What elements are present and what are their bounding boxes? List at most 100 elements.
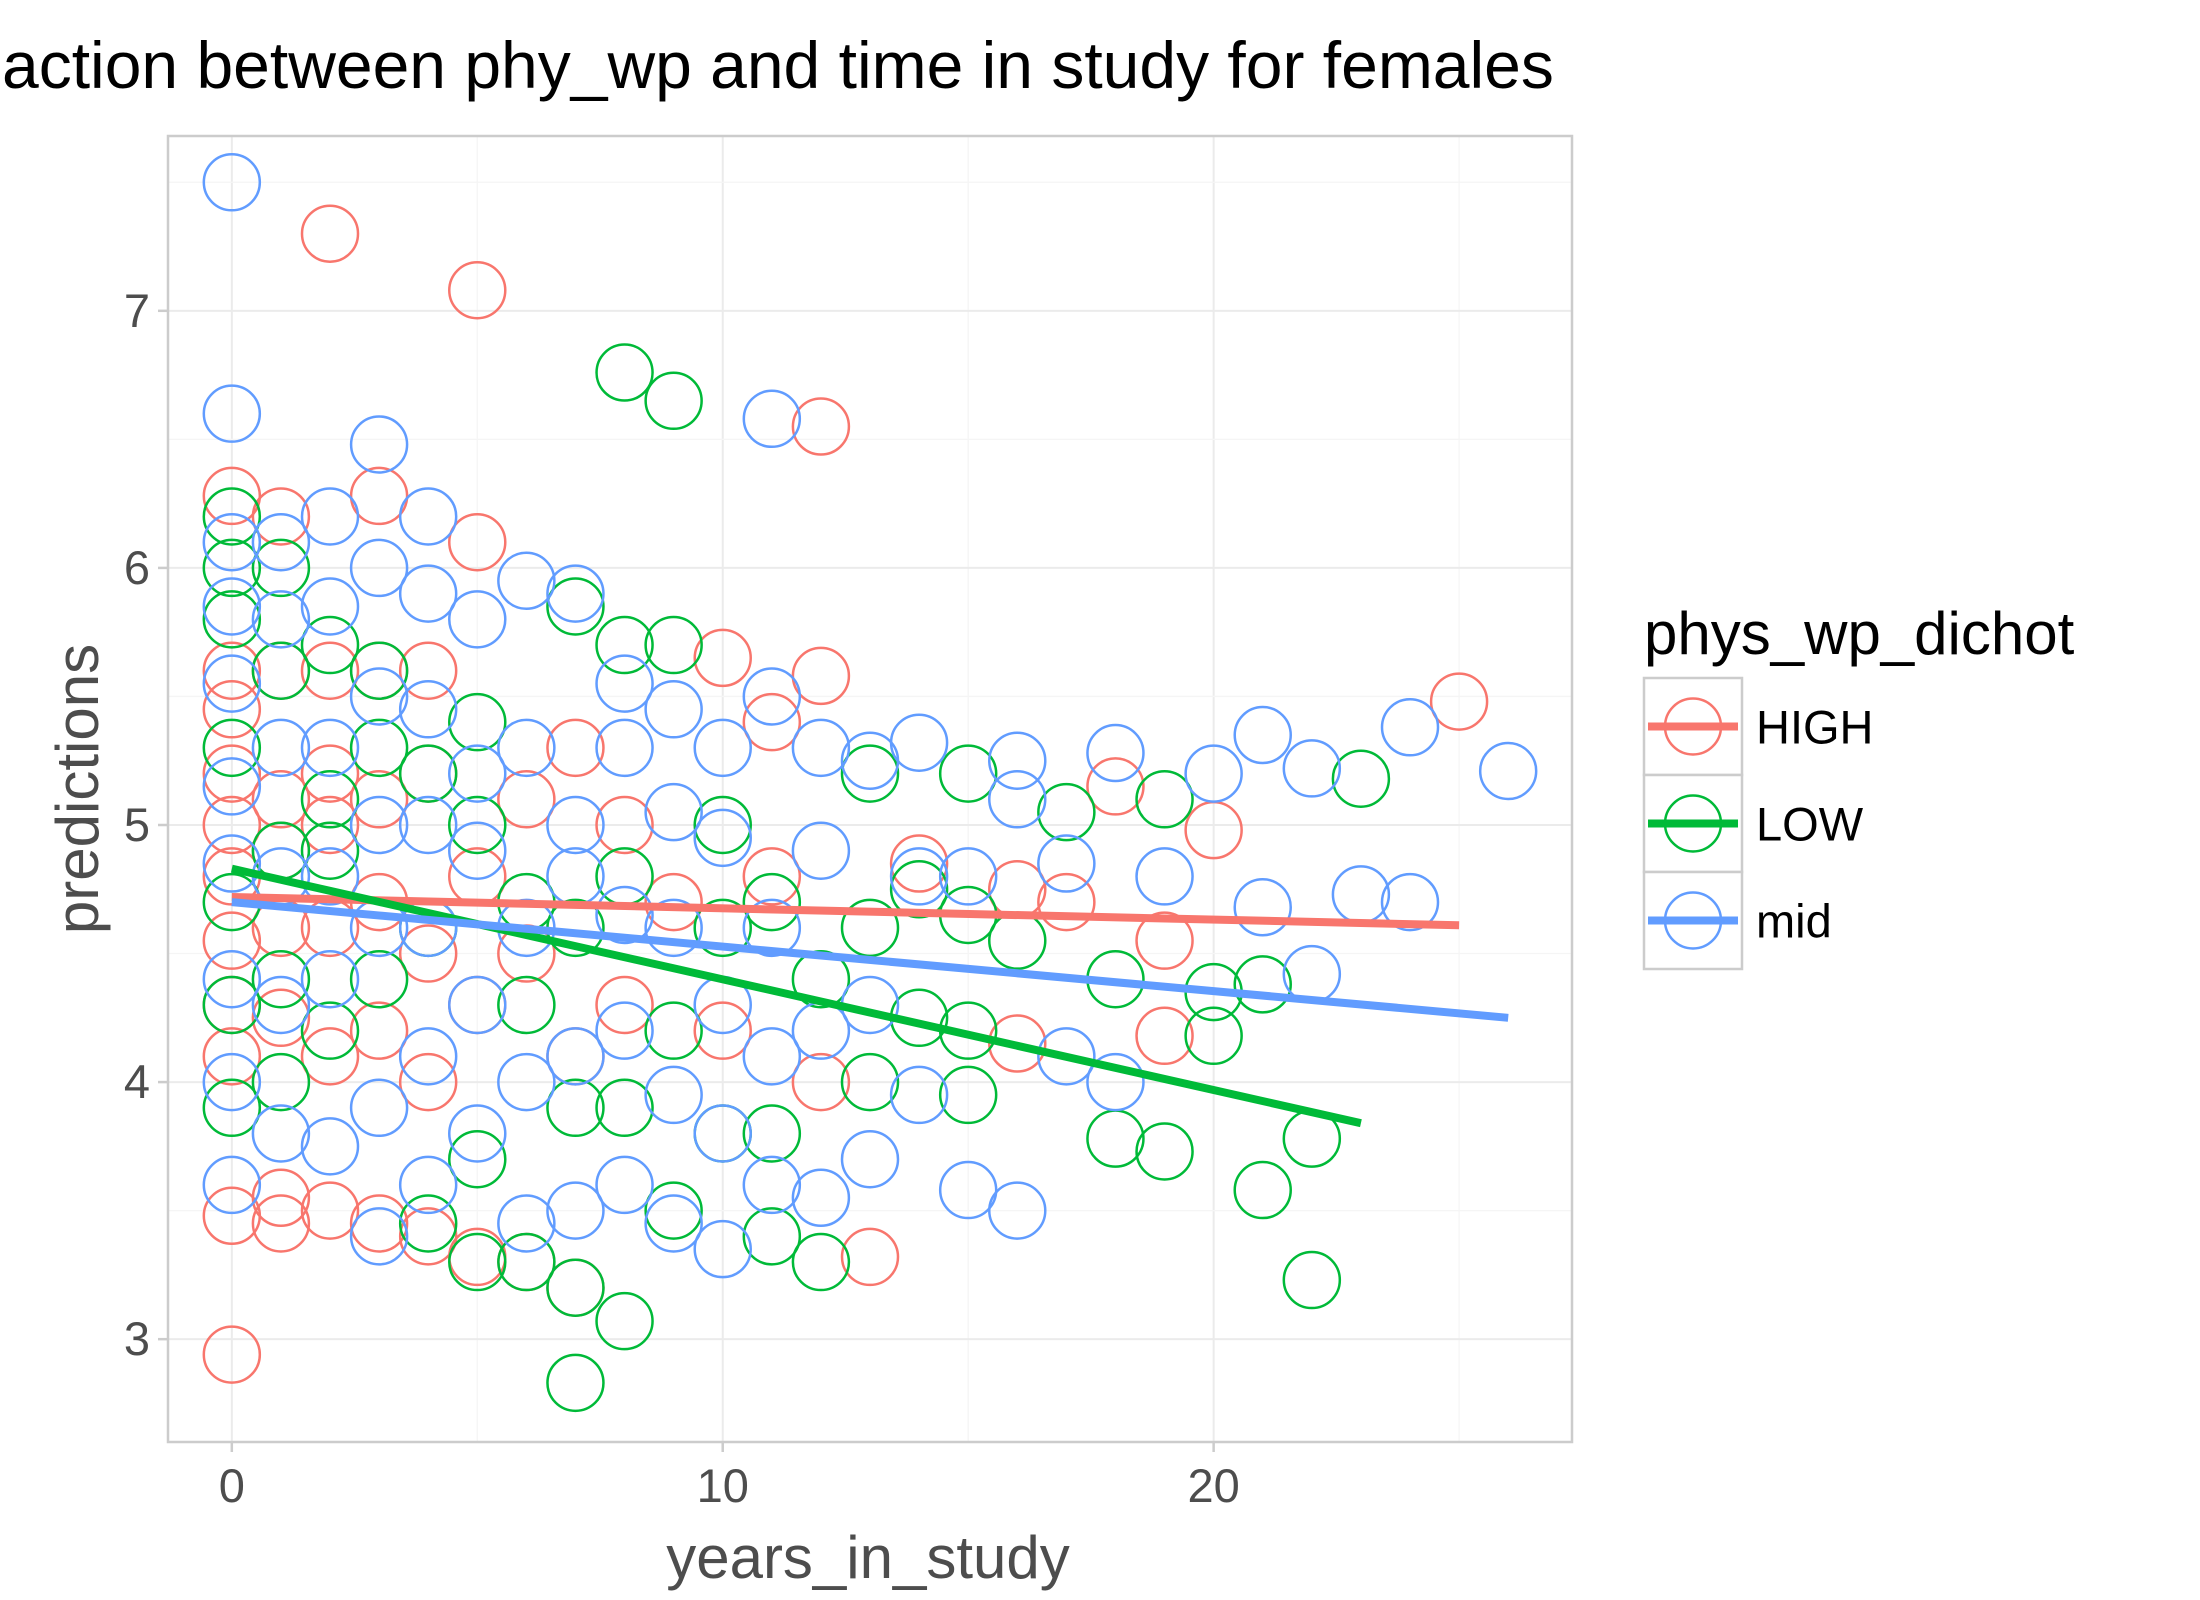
data-point: [202, 718, 262, 778]
data-point: [398, 1027, 458, 1086]
data-point: [398, 924, 458, 983]
data-point: [300, 615, 360, 675]
data-point: [644, 898, 703, 958]
data-point: [349, 1078, 409, 1138]
data-point: [349, 795, 409, 855]
data-point: [300, 821, 360, 880]
data-point: [251, 988, 311, 1048]
data-point: [595, 654, 654, 713]
data-point: [349, 949, 409, 1009]
data-point: [497, 718, 556, 778]
data-point: [448, 692, 507, 752]
data-point: [938, 847, 998, 906]
data-point: [349, 415, 409, 474]
legend-item-low: LOW: [1642, 773, 1864, 874]
data-point: [448, 1129, 507, 1189]
data-point: [742, 872, 802, 932]
data-point: [202, 590, 262, 649]
data-point: [1037, 834, 1096, 893]
legend-label: HIGH: [1756, 701, 1874, 754]
data-point: [693, 1104, 752, 1163]
plot-panel-border: [166, 134, 1574, 1444]
data-point: [595, 615, 654, 675]
data-point: [300, 718, 360, 778]
data-point: [938, 744, 998, 803]
data-point: [300, 204, 360, 263]
series-low-trend-line: [230, 864, 1362, 1128]
data-point: [546, 577, 605, 636]
data-point: [546, 1027, 605, 1086]
data-point: [448, 590, 507, 649]
data-point: [595, 1078, 654, 1138]
data-point: [1135, 1122, 1194, 1181]
data-point: [1233, 1160, 1292, 1220]
data-point: [742, 692, 802, 752]
data-point: [497, 1052, 556, 1112]
data-point: [644, 782, 703, 842]
data-point: [546, 1258, 605, 1317]
data-point: [938, 1065, 998, 1125]
data-point: [1086, 1052, 1145, 1112]
data-point: [1135, 770, 1194, 829]
data-point: [300, 770, 360, 829]
data-point: [300, 1181, 360, 1240]
data-point: [1282, 1250, 1342, 1310]
scatter-points: [202, 153, 1538, 1413]
data-point: [251, 1168, 311, 1228]
data-point: [988, 731, 1047, 790]
data-point: [251, 1194, 311, 1253]
data-point: [398, 1155, 458, 1215]
data-point: [300, 795, 360, 855]
data-point: [202, 975, 262, 1035]
data-point: [349, 641, 409, 700]
data-point: [202, 757, 262, 816]
data-point: [202, 577, 262, 636]
series-mid-trend-line: [231, 898, 1509, 1022]
chart-title: action between phy_wp and time in study …: [2, 28, 1554, 102]
data-point: [889, 860, 949, 919]
data-point: [546, 1181, 605, 1240]
data-point: [889, 1065, 949, 1125]
data-point: [840, 1227, 900, 1287]
data-point: [448, 795, 507, 855]
data-point: [1135, 847, 1194, 906]
data-point: [398, 564, 458, 623]
data-point: [300, 1027, 360, 1086]
data-point: [791, 718, 851, 778]
data-point: [300, 1001, 360, 1060]
y-tick-label: 5: [124, 798, 150, 851]
data-point: [398, 744, 458, 803]
y-tick-label: 6: [124, 541, 150, 594]
data-point: [938, 1160, 998, 1220]
series-high-points: [202, 204, 1489, 1384]
data-point: [251, 770, 311, 829]
data-point: [398, 1052, 458, 1112]
data-point: [644, 872, 703, 932]
data-point: [546, 1353, 605, 1413]
data-point: [1331, 749, 1391, 808]
data-point: [791, 821, 851, 880]
data-point: [1233, 878, 1292, 937]
data-point: [1429, 672, 1489, 731]
data-point: [1086, 757, 1145, 816]
data-point: [251, 641, 311, 700]
data-point: [300, 847, 360, 906]
data-point: [349, 466, 409, 526]
data-point: [349, 770, 409, 829]
data-point: [497, 1232, 556, 1292]
x-tick-label: 10: [697, 1459, 749, 1512]
data-point: [300, 641, 360, 700]
data-point: [202, 834, 262, 893]
data-point: [251, 1104, 311, 1163]
y-axis-title: predictions: [44, 644, 111, 934]
data-point: [349, 667, 409, 726]
data-point: [202, 680, 262, 739]
data-point: [448, 1104, 507, 1163]
data-point: [251, 718, 311, 778]
data-point: [448, 261, 507, 320]
data-point: [595, 795, 654, 855]
data-point: [202, 1052, 262, 1112]
data-point: [546, 795, 605, 855]
data-point: [644, 1181, 703, 1240]
